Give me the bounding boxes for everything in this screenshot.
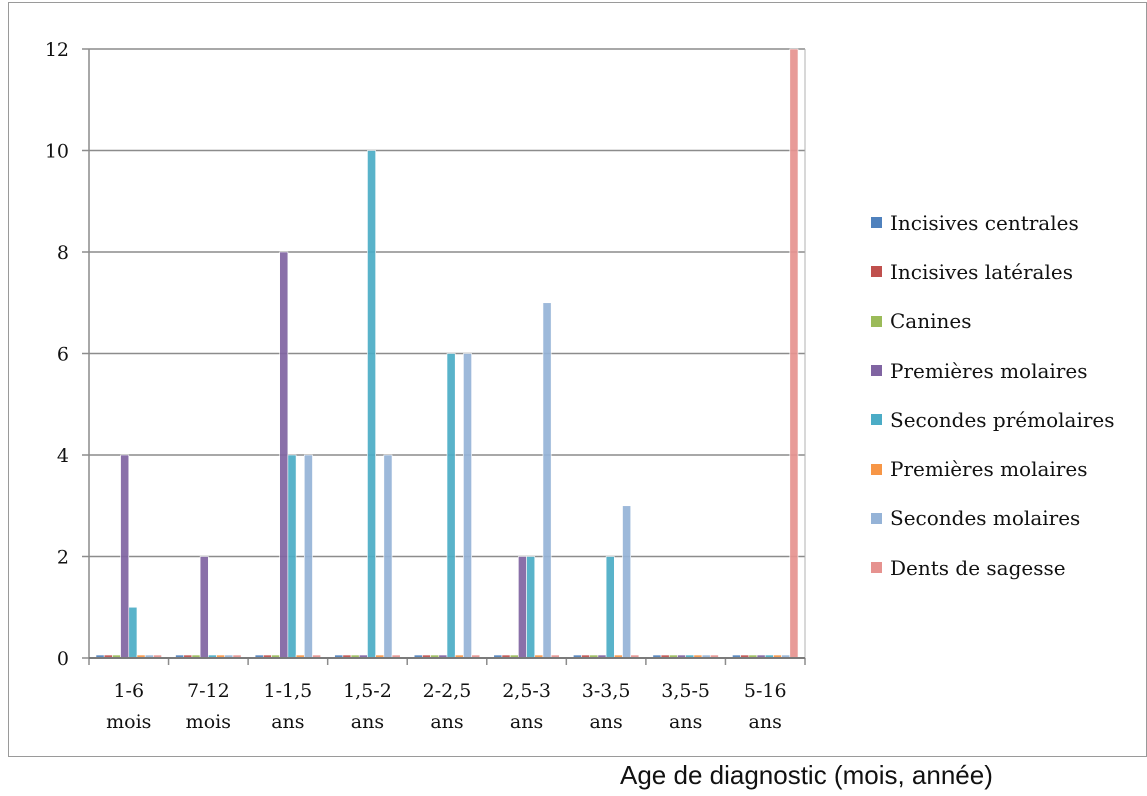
legend-item: Incisives latérales bbox=[871, 247, 1115, 296]
bar bbox=[789, 48, 799, 659]
legend-label: Secondes molaires bbox=[890, 506, 1081, 531]
legend-item: Canines bbox=[871, 297, 1115, 346]
legend-item: Premières molaires bbox=[871, 444, 1115, 493]
x-tick-label: 2-2,5 bbox=[423, 680, 472, 702]
bar bbox=[518, 556, 527, 659]
bar-chart: 0 2 4 6 8 10 12 1-6 mois 7-12 mois 1-1,5 ans 1,5-2 ans… bbox=[45, 39, 806, 733]
x-tick-label: ans bbox=[510, 711, 543, 733]
bar bbox=[622, 505, 632, 659]
bar bbox=[287, 454, 297, 659]
legend-swatch bbox=[871, 512, 882, 524]
bar bbox=[128, 606, 138, 659]
legend-swatch bbox=[871, 365, 882, 377]
y-tick-label: 4 bbox=[57, 445, 69, 467]
bar bbox=[199, 556, 209, 659]
y-tick-label: 6 bbox=[57, 344, 69, 366]
y-tick-label: 12 bbox=[45, 39, 69, 61]
bar bbox=[367, 150, 376, 659]
legend-swatch bbox=[871, 315, 882, 327]
x-tick-label: 3-3,5 bbox=[582, 680, 631, 702]
y-tick-label: 10 bbox=[45, 141, 69, 163]
x-tick-label: ans bbox=[669, 711, 702, 733]
bar bbox=[605, 556, 615, 659]
x-tick-label: mois bbox=[186, 711, 231, 733]
x-tick-label: 3,5-5 bbox=[661, 680, 710, 702]
bar bbox=[279, 251, 289, 659]
legend-item: Dents de sagesse bbox=[871, 543, 1115, 592]
legend-item: Premières molaires bbox=[871, 346, 1115, 395]
x-tick-label: ans bbox=[749, 711, 782, 733]
x-tick-label: ans bbox=[351, 711, 384, 733]
legend: Incisives centrales Incisives latérales Ca… bbox=[871, 198, 1115, 592]
legend-swatch bbox=[871, 217, 882, 229]
x-tick-label: 2,5-3 bbox=[502, 680, 551, 702]
legend-item: Secondes molaires bbox=[871, 494, 1115, 543]
legend-swatch bbox=[871, 562, 882, 574]
bar bbox=[446, 353, 456, 659]
bar bbox=[120, 454, 130, 659]
bar bbox=[303, 454, 313, 659]
bar bbox=[463, 353, 472, 659]
x-tick-label: mois bbox=[106, 711, 151, 733]
legend-label: Secondes prémolaires bbox=[890, 407, 1115, 432]
legend-label: Dents de sagesse bbox=[890, 555, 1066, 580]
legend-label: Incisives centrales bbox=[890, 210, 1079, 235]
y-tick-label: 2 bbox=[57, 547, 69, 569]
y-tick-label: 0 bbox=[57, 648, 69, 670]
legend-swatch bbox=[871, 463, 882, 475]
x-tick-label: 7-12 bbox=[187, 680, 230, 702]
bar bbox=[383, 454, 393, 659]
x-tick-label: 1-1,5 bbox=[264, 680, 313, 702]
legend-swatch bbox=[871, 414, 882, 426]
x-axis-title: Age de diagnostic (mois, année) bbox=[620, 760, 993, 790]
y-tick-label: 8 bbox=[57, 242, 69, 264]
legend-item: Secondes prémolaires bbox=[871, 395, 1115, 444]
legend-label: Canines bbox=[890, 309, 972, 334]
x-tick-label: 1-6 bbox=[113, 680, 144, 702]
bar bbox=[542, 302, 552, 659]
legend-swatch bbox=[871, 266, 882, 278]
x-tick-label: 1,5-2 bbox=[343, 680, 392, 702]
x-tick-label: 5-16 bbox=[744, 680, 787, 702]
legend-label: Incisives latérales bbox=[890, 259, 1073, 284]
legend-label: Premières molaires bbox=[890, 457, 1088, 482]
x-tick-label: ans bbox=[430, 711, 463, 733]
chart-frame: 0 2 4 6 8 10 12 1-6 mois 7-12 mois 1-1,5 ans 1,5-2 ans… bbox=[8, 2, 1147, 757]
legend-item: Incisives centrales bbox=[871, 198, 1115, 247]
x-tick-label: ans bbox=[271, 711, 304, 733]
bar bbox=[526, 556, 536, 659]
legend-label: Premières molaires bbox=[890, 358, 1088, 383]
x-tick-label: ans bbox=[589, 711, 622, 733]
